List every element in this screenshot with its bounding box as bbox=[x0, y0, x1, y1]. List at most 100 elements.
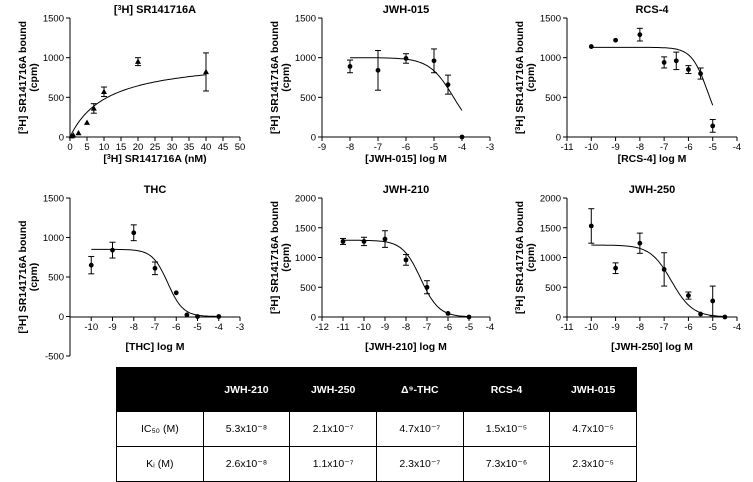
y-tick-label: 0 bbox=[59, 133, 64, 144]
data-point bbox=[710, 298, 716, 304]
fit-curve bbox=[343, 239, 469, 318]
data-point bbox=[90, 105, 97, 111]
y-tick-label: 1000 bbox=[43, 233, 64, 244]
chart-title: [3H] SR141716A bbox=[114, 4, 196, 16]
x-tick-label: 40 bbox=[201, 142, 212, 153]
data-point bbox=[131, 230, 137, 236]
chart-title: JWH-210 bbox=[383, 184, 429, 196]
data-point bbox=[203, 68, 209, 75]
chart-panel: 0 500 1000 1500 -11 -10 -9 -8 -7 -6 -5 -4 RCS-4 [RCS-… bbox=[514, 4, 741, 165]
data-point bbox=[75, 129, 82, 136]
x-tick-label: -10 bbox=[584, 142, 598, 153]
data-point bbox=[403, 257, 409, 263]
x-tick-label: -10 bbox=[84, 322, 98, 333]
data-point bbox=[722, 314, 728, 320]
table-cell: 2.6x10⁻⁸ bbox=[202, 446, 291, 482]
table-cell: 5.3x10⁻⁸ bbox=[202, 411, 291, 447]
y-tick-label: 2000 bbox=[540, 194, 561, 205]
y-tick-label: 1500 bbox=[540, 14, 561, 25]
data-point bbox=[613, 37, 618, 43]
y-tick-label: 1000 bbox=[540, 253, 561, 264]
data-point bbox=[445, 311, 451, 316]
data-point bbox=[673, 58, 679, 64]
data-point bbox=[637, 240, 643, 246]
x-tick-label: -3 bbox=[486, 142, 494, 153]
data-point bbox=[152, 265, 158, 271]
x-tick-label: 10 bbox=[99, 142, 110, 153]
chart-title: JWH-015 bbox=[383, 4, 429, 16]
data-point bbox=[686, 293, 691, 298]
table-row: IC₅₀ (M) 5.3x10⁻⁸ 2.1x10⁻⁷ 4.7x10⁻⁷ 1.5x… bbox=[116, 411, 637, 447]
x-tick-label: -7 bbox=[660, 142, 668, 153]
data-point bbox=[347, 63, 353, 69]
data-point bbox=[101, 88, 107, 94]
chart-panel: 0 500 1000 1500 2000 -12 -11 -10 -9 -8 -7 -6 -5 -4 JWH… bbox=[269, 184, 494, 353]
x-tick-label: -8 bbox=[636, 142, 644, 153]
data-point bbox=[361, 239, 367, 244]
x-axis-label: [3H] SR141716A (nM) bbox=[103, 153, 206, 165]
table-header-cell bbox=[116, 367, 204, 412]
x-tick-label: -12 bbox=[315, 322, 329, 333]
y-axis-label: [3H] SR141716A bound bbox=[17, 21, 29, 134]
x-tick-label: -6 bbox=[444, 322, 452, 333]
table-cell: 1.1x10⁻⁷ bbox=[289, 446, 377, 482]
figure-charts: 0 500 1000 1500 0 5 10 15 20 25 30 35 40 45 50 [3H] SR1… bbox=[17, 4, 741, 363]
chart-title: THC bbox=[144, 184, 167, 196]
x-tick-label: -6 bbox=[172, 322, 180, 333]
table-header-cell: RCS-4 bbox=[462, 367, 551, 412]
table-header-cell: JWH-015 bbox=[549, 367, 637, 412]
x-tick-label: 25 bbox=[150, 142, 161, 153]
x-tick-label: 35 bbox=[184, 142, 195, 153]
data-point bbox=[661, 267, 667, 272]
x-tick-label: -11 bbox=[560, 322, 573, 333]
x-axis-label: [JWH-015] log M bbox=[365, 153, 447, 165]
x-tick-label: -6 bbox=[684, 142, 692, 153]
x-tick-label: -3 bbox=[236, 322, 244, 333]
y-tick-label: -500 bbox=[45, 352, 64, 363]
data-point bbox=[195, 314, 200, 319]
table-row: Kᵢ (M) 2.6x10⁻⁸ 1.1x10⁻⁷ 2.3x10⁻⁷ 7.3x10… bbox=[116, 446, 637, 482]
table-header-cell: JWH-210 bbox=[202, 367, 291, 412]
table-cell: 4.7x10⁻⁵ bbox=[549, 411, 637, 447]
chart-title: RCS-4 bbox=[635, 4, 669, 16]
y-axis-label: [3H] SR141716A bound bbox=[17, 220, 29, 333]
ic50-ki-table: JWH-210 JWH-250 Δ⁹-THC RCS-4 JWH-015 IC₅… bbox=[116, 367, 637, 482]
y-tick-label: 500 bbox=[545, 283, 561, 294]
x-tick-label: -9 bbox=[611, 322, 619, 333]
fit-curve bbox=[69, 74, 207, 138]
y-axis-label: [3H] SR141716A bound bbox=[269, 201, 281, 314]
x-tick-label: -5 bbox=[708, 322, 716, 333]
table-cell: 7.3x10⁻⁶ bbox=[462, 446, 551, 482]
y-axis-label-unit: (cpm) bbox=[280, 243, 292, 272]
x-tick-label: 15 bbox=[116, 142, 127, 153]
table-cell: 2.3x10⁻⁵ bbox=[549, 446, 637, 482]
x-axis-label: [THC] log M bbox=[126, 341, 185, 353]
x-tick-label: -7 bbox=[660, 322, 668, 333]
x-axis-label: [JWH-250] log M bbox=[611, 341, 693, 353]
table-cell: 4.7x10⁻⁷ bbox=[375, 411, 464, 447]
x-tick-label: -4 bbox=[733, 142, 741, 153]
y-tick-label: 1000 bbox=[43, 53, 64, 64]
data-point bbox=[403, 56, 409, 61]
data-point bbox=[466, 314, 472, 320]
x-axis-label: [JWH-210] log M bbox=[365, 341, 447, 353]
data-point bbox=[216, 314, 222, 319]
y-tick-label: 1500 bbox=[43, 14, 64, 25]
y-axis-label-unit: (cpm) bbox=[28, 63, 40, 92]
y-tick-label: 1000 bbox=[540, 53, 561, 64]
y-tick-label: 1500 bbox=[540, 223, 561, 234]
y-tick-label: 500 bbox=[545, 93, 561, 104]
x-tick-label: -9 bbox=[611, 142, 619, 153]
x-tick-label: -10 bbox=[584, 322, 598, 333]
y-axis-label-unit: (cpm) bbox=[28, 263, 40, 292]
x-tick-label: -4 bbox=[458, 142, 466, 153]
y-tick-label: 1000 bbox=[295, 253, 316, 264]
x-tick-label: 45 bbox=[218, 142, 229, 153]
x-tick-label: 30 bbox=[167, 142, 178, 153]
x-tick-label: -10 bbox=[357, 322, 371, 333]
x-tick-label: -5 bbox=[708, 142, 716, 153]
x-tick-label: -9 bbox=[318, 142, 326, 153]
y-tick-label: 1000 bbox=[295, 53, 316, 64]
fit-curve bbox=[591, 244, 725, 317]
y-tick-label: 2000 bbox=[295, 194, 316, 205]
